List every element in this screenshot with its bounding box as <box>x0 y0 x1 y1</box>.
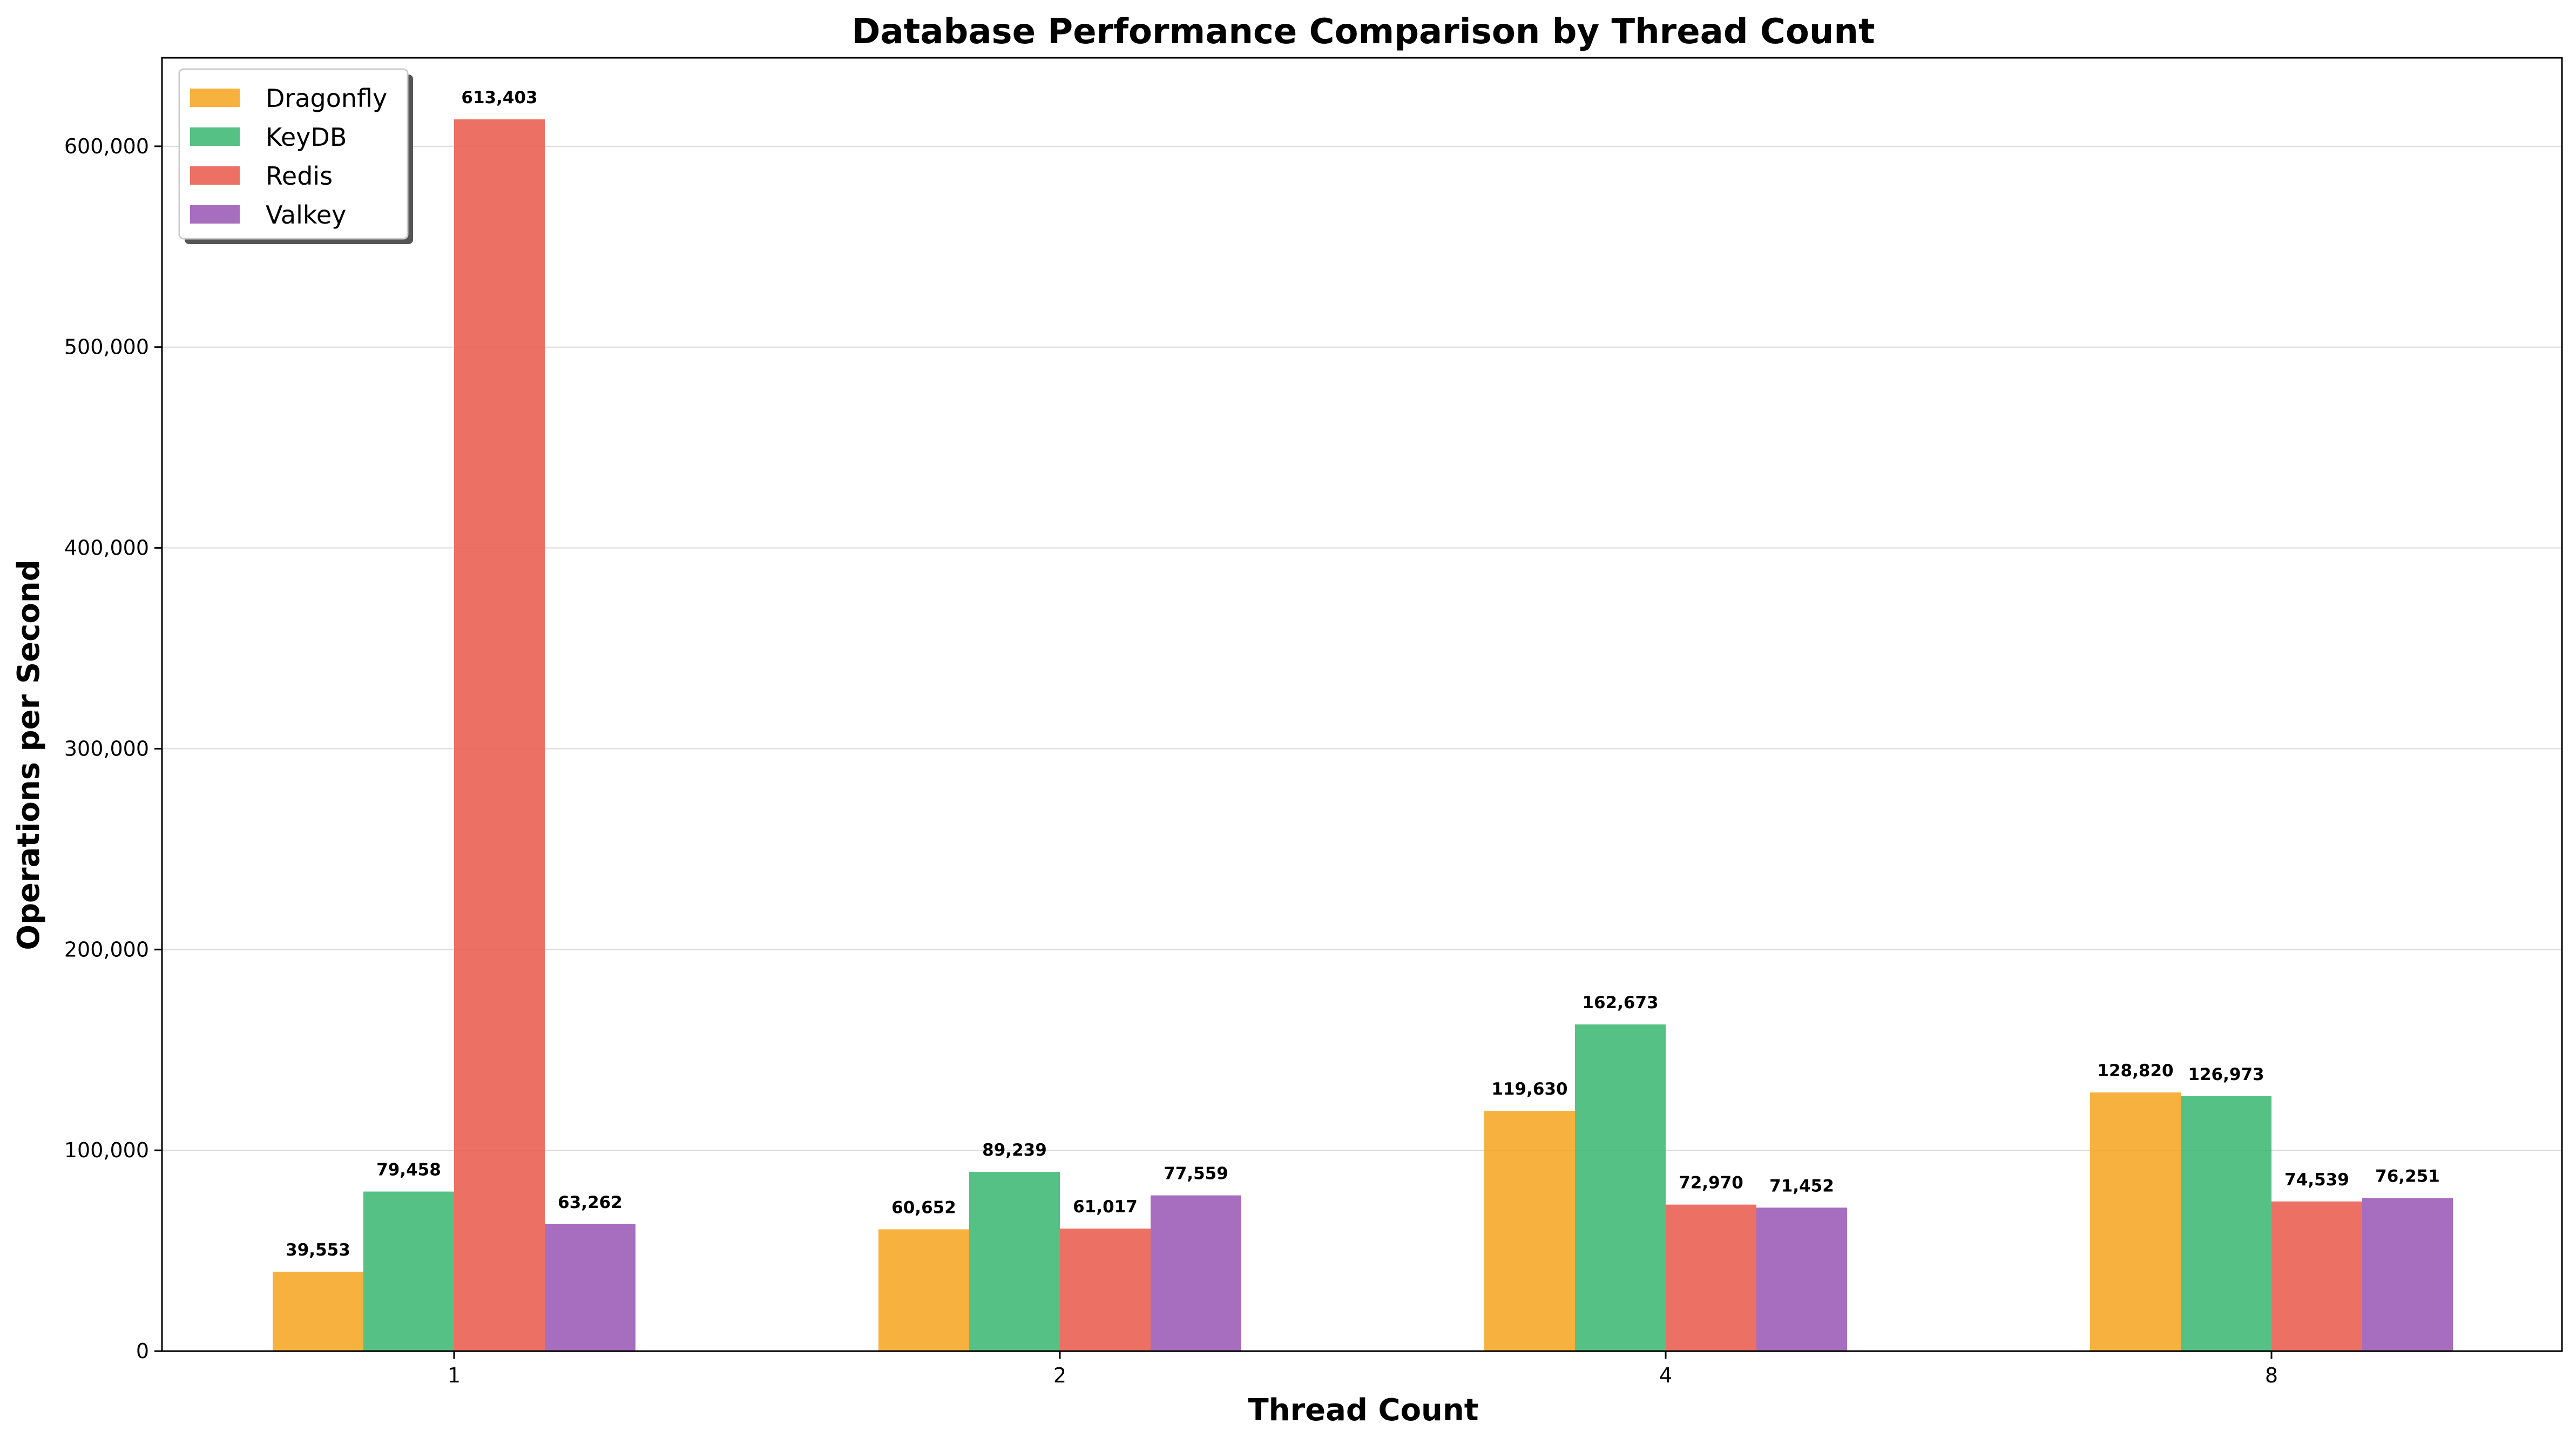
legend-label-valkey: Valkey <box>266 200 346 230</box>
y-axis-label: Operations per Second <box>11 559 46 950</box>
legend-swatch-redis <box>190 166 240 185</box>
legend-swatch-keydb <box>190 127 240 146</box>
data-label: 119,630 <box>1491 1079 1567 1099</box>
bar-dragonfly <box>1484 1111 1575 1351</box>
bar-redis <box>454 119 545 1351</box>
bar-valkey <box>1151 1195 1241 1351</box>
bar-dragonfly <box>2090 1092 2181 1351</box>
data-label: 613,403 <box>461 88 537 107</box>
y-tick-label: 400,000 <box>64 536 149 560</box>
data-label: 79,458 <box>376 1160 441 1180</box>
x-tick-label: 8 <box>2265 1364 2278 1387</box>
bar-redis <box>1666 1204 1756 1351</box>
legend-swatch-valkey <box>190 205 240 224</box>
x-tick-label: 2 <box>1053 1364 1066 1387</box>
data-label: 74,539 <box>2284 1170 2349 1190</box>
data-label: 61,017 <box>1073 1197 1138 1217</box>
bar-keydb <box>969 1172 1060 1351</box>
bars <box>273 119 2453 1351</box>
y-tick-label: 0 <box>136 1339 149 1363</box>
bar-dragonfly <box>878 1229 969 1351</box>
bar-keydb <box>363 1191 454 1351</box>
y-tick-label: 300,000 <box>64 737 149 760</box>
data-label: 128,820 <box>2097 1061 2173 1081</box>
legend-swatch-dragonfly <box>190 89 240 107</box>
y-axis-ticks: 0 100,000 200,000 300,000 400,000 500,000 600,… <box>64 134 162 1363</box>
data-label: 72,970 <box>1679 1173 1743 1193</box>
bar-dragonfly <box>273 1271 363 1351</box>
bar-valkey <box>2362 1198 2453 1351</box>
plot-frame <box>161 57 2563 1352</box>
y-tick-label: 500,000 <box>64 335 149 359</box>
data-label: 39,553 <box>286 1240 350 1260</box>
x-axis-ticks: 1 2 4 8 <box>448 1351 2278 1387</box>
bar-redis <box>2271 1201 2362 1351</box>
data-label: 162,673 <box>1582 993 1658 1013</box>
bar-redis <box>1060 1229 1151 1351</box>
bar-valkey <box>1756 1207 1847 1351</box>
legend-label-redis: Redis <box>266 161 333 191</box>
data-label: 89,239 <box>982 1141 1047 1160</box>
y-tick-label: 200,000 <box>64 937 149 961</box>
bar-valkey <box>545 1224 635 1351</box>
legend-label-keydb: KeyDB <box>266 123 347 152</box>
y-tick-label: 600,000 <box>64 134 149 158</box>
bar-keydb <box>2181 1096 2271 1351</box>
data-label: 126,973 <box>2188 1065 2264 1084</box>
bar-keydb <box>1575 1024 1666 1351</box>
legend-label-dragonfly: Dragonfly <box>266 84 387 113</box>
chart-title: Database Performance Comparison by Threa… <box>851 12 1875 52</box>
y-tick-label: 100,000 <box>64 1138 149 1162</box>
legend: Dragonfly KeyDB Redis Valkey <box>178 68 413 244</box>
legend-box <box>178 68 409 240</box>
data-label: 63,262 <box>558 1193 623 1212</box>
x-tick-label: 4 <box>1659 1364 1672 1387</box>
data-label: 76,251 <box>2375 1166 2440 1186</box>
data-label: 77,559 <box>1164 1164 1228 1184</box>
data-label: 60,652 <box>891 1198 956 1217</box>
x-axis-label: Thread Count <box>1248 1393 1478 1428</box>
data-labels: 39,553 79,458 613,403 63,262 60,652 89,239 61,… <box>286 88 2440 1260</box>
data-label: 71,452 <box>1769 1176 1834 1196</box>
x-tick-label: 1 <box>448 1364 461 1387</box>
